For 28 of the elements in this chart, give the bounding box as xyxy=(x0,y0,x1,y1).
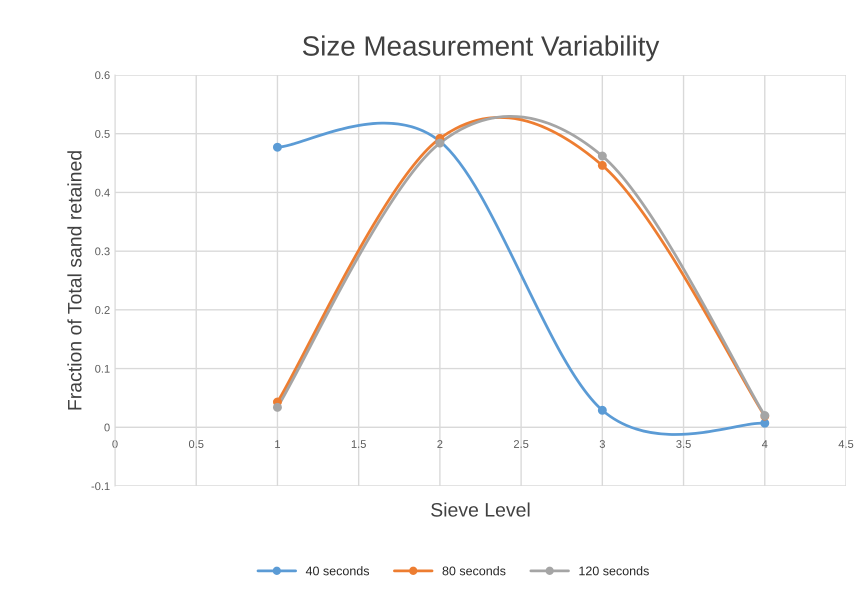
legend-label: 120 seconds xyxy=(579,566,649,576)
y-tick-label: -0.1 xyxy=(91,482,110,490)
x-axis-title: Sieve Level xyxy=(431,502,530,517)
y-tick-label: 0 xyxy=(104,424,110,432)
x-tick-label: 4.5 xyxy=(838,440,854,448)
y-tick-label: 0.6 xyxy=(95,71,110,80)
point xyxy=(272,142,282,152)
y-tick-label: 0.2 xyxy=(95,306,110,314)
x-tick-label: 1.5 xyxy=(352,440,366,448)
x-tick-label: 1 xyxy=(275,440,280,448)
legend-label: 40 seconds xyxy=(306,566,370,576)
chart-title: Size Measurement Variability xyxy=(302,35,660,62)
x-tick-label: 2 xyxy=(437,440,442,448)
legend-label: 80 seconds xyxy=(442,566,506,576)
y-axis-title: Fraction of Total sand retained xyxy=(67,151,82,410)
y-tick-label: 0.5 xyxy=(95,130,110,138)
y-tick-label: 0.1 xyxy=(95,364,110,373)
y-tick-label: 0.3 xyxy=(95,247,110,256)
x-tick-label: 3.5 xyxy=(676,440,691,448)
point xyxy=(598,160,607,170)
x-tick-label: 3 xyxy=(600,440,605,448)
point xyxy=(272,402,282,412)
x-tick-label: 2.5 xyxy=(514,440,528,448)
point xyxy=(598,406,607,415)
x-tick-label: 0.5 xyxy=(188,440,204,448)
x-tick-label: 4 xyxy=(762,440,768,448)
point xyxy=(598,152,607,161)
y-tick-label: 0.4 xyxy=(95,188,110,197)
